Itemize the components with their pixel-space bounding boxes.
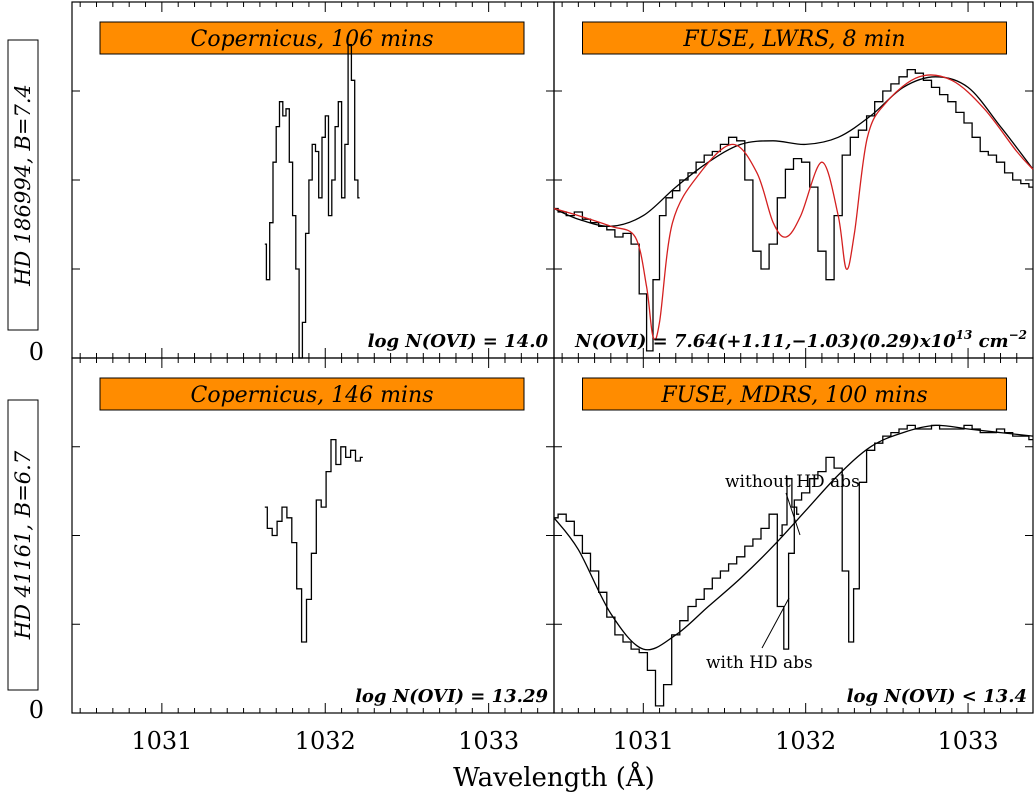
- panel-annotation: N(OVI) = 7.64(+1.11,−1.03)(0.29)x1013 cm…: [574, 328, 1027, 352]
- row-label-top: HD 186994, B=7.4: [7, 39, 39, 331]
- row-label-top-text: HD 186994, B=7.4: [11, 84, 35, 287]
- zero-label-top: 0: [29, 338, 44, 366]
- panel-annotation: log N(OVI) = 14.0: [368, 331, 549, 352]
- panel-banner: [582, 21, 1007, 55]
- leader-without: [785, 492, 801, 536]
- zero-label-bottom: 0: [29, 696, 44, 724]
- panel-bottom-left: 1031 1032 1033 Copernicus, 146 mins log N(OV…: [71, 357, 555, 755]
- series-1-line: [553, 424, 1034, 651]
- panel-frame: [553, 1, 1034, 359]
- panel-banner-text: FUSE, LWRS, 8 min: [682, 27, 905, 52]
- x-tick-label: 1031: [131, 727, 192, 755]
- panel-top-right: FUSE, LWRS, 8 min N(OVI) = 7.64(+1.11,−1.…: [553, 1, 1034, 359]
- label-with-hd-abs: with HD abs: [706, 653, 813, 673]
- panel-annotation: log N(OVI) < 13.4: [847, 686, 1027, 707]
- panel-frame: [71, 1, 555, 359]
- panel-frame: [71, 357, 555, 714]
- x-tick-label: 1032: [295, 727, 356, 755]
- panel-banner-text: FUSE, MDRS, 100 mins: [660, 383, 927, 408]
- series-1-line: [553, 76, 1034, 227]
- panel-bottom-right: 1031 1032 1033 FUSE, MDRS, 100 mins without …: [553, 357, 1034, 755]
- series-0-line: [264, 438, 363, 643]
- panel-banner: [99, 377, 525, 411]
- panel-banner: [99, 21, 525, 55]
- series-0-line: [264, 44, 360, 359]
- row-label-bottom: HD 41161, B=6.7: [7, 399, 39, 691]
- x-axis-label: Wavelength (Å): [453, 761, 655, 793]
- x-tick-label: 1032: [775, 727, 836, 755]
- series-0-line: [554, 68, 1033, 352]
- leader-with: [761, 597, 790, 649]
- x-tick-label: 1031: [613, 727, 674, 755]
- x-tick-label: 1033: [458, 727, 519, 755]
- series-2-line: [779, 478, 800, 537]
- panel-banner-text: Copernicus, 146 mins: [190, 383, 433, 408]
- panel-banner: [582, 377, 1007, 411]
- panel-banner-text: Copernicus, 106 mins: [190, 27, 433, 52]
- row-label-bottom-text: HD 41161, B=6.7: [11, 450, 35, 640]
- panel-top-left: Copernicus, 106 mins log N(OVI) = 14.0: [71, 1, 555, 359]
- panel-annotation: log N(OVI) = 13.29: [355, 686, 548, 707]
- series-2-line: [553, 74, 1034, 341]
- x-tick-label: 1033: [938, 727, 999, 755]
- series-0-line: [554, 424, 1033, 707]
- label-without-hd-abs: without HD abs: [725, 472, 860, 492]
